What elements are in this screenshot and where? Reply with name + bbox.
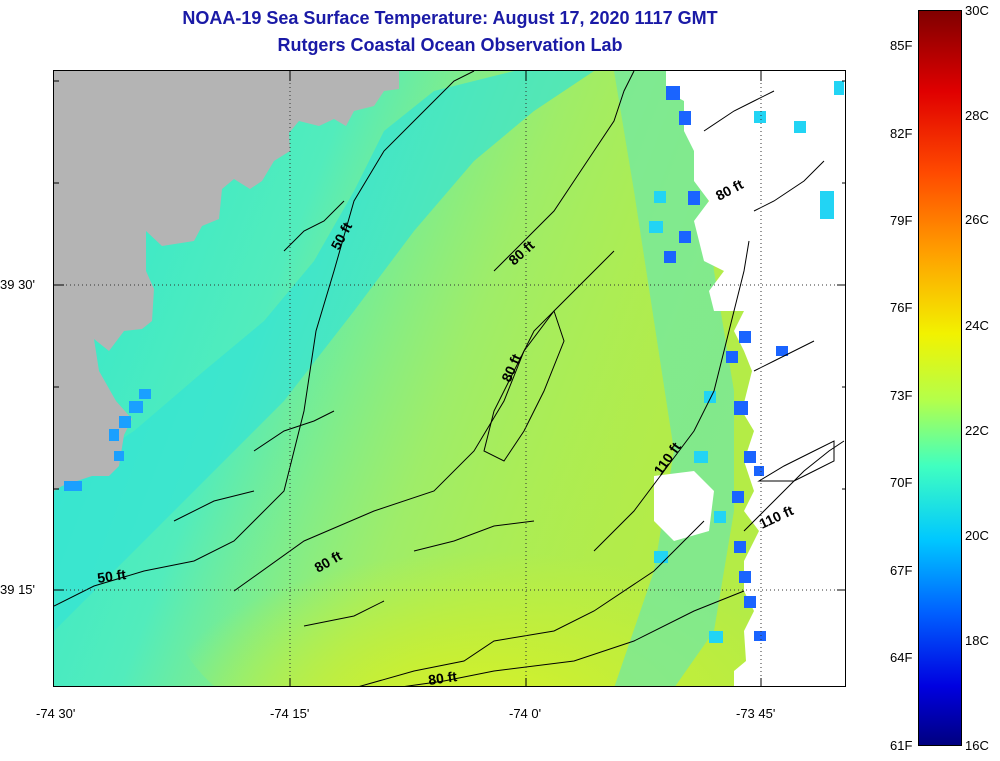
temperature-colorbar — [918, 10, 962, 746]
lon-label: -74 30' — [36, 706, 76, 721]
lon-label: -73 45' — [736, 706, 776, 721]
colorbar-f-label: 61F — [890, 738, 913, 753]
colorbar-f-label: 64F — [890, 650, 913, 665]
contour-80ft-ridge — [483, 310, 565, 462]
colorbar-f-label: 70F — [890, 475, 913, 490]
cloud-mask — [666, 71, 845, 686]
tick-marks — [54, 71, 845, 686]
colorbar-f-label: 67F — [890, 563, 913, 578]
colorbar-c-label: 26C — [965, 212, 989, 227]
colorbar-c-label: 20C — [965, 528, 989, 543]
map-subtitle: Rutgers Coastal Ocean Observation Lab — [277, 35, 623, 55]
depth-contours — [54, 71, 845, 686]
colorbar-f-label: 73F — [890, 388, 913, 403]
colorbar-c-label: 24C — [965, 318, 989, 333]
coastal-cool-pixels — [64, 389, 151, 491]
colorbar-c-label: 18C — [965, 633, 989, 648]
lat-label: 39 30' — [0, 277, 36, 292]
colorbar-c-label: 30C — [965, 3, 989, 18]
contour-110ft — [593, 240, 750, 552]
contour-80ft-south — [359, 520, 705, 686]
colorbar-f-label: 79F — [890, 213, 913, 228]
colorbar-c-label: 28C — [965, 108, 989, 123]
colorbar-f-label: 85F — [890, 38, 913, 53]
warm-water-patch — [174, 461, 774, 686]
sst-map: 50 ft 50 ft 80 ft 80 ft 80 ft 80 ft 80 f… — [53, 70, 846, 687]
cloud-edge-cyan-pixels — [649, 81, 844, 643]
cloud-edge-pixels — [664, 86, 788, 641]
contour-50ft — [54, 71, 475, 607]
contour-south-rim — [404, 590, 745, 686]
contour-label: 50 ft — [96, 566, 127, 586]
graticule — [54, 71, 845, 686]
colorbar-gradient — [919, 11, 961, 745]
cloud-mask-patch — [654, 471, 714, 541]
contour-80ft-middle — [233, 250, 615, 592]
contour-label: 80 ft — [427, 668, 458, 687]
map-title: NOAA-19 Sea Surface Temperature: August … — [182, 8, 718, 28]
colorbar-c-label: 22C — [965, 423, 989, 438]
lat-label: 39 15' — [0, 582, 36, 597]
colorbar-f-label: 76F — [890, 300, 913, 315]
cool-coastal-band — [54, 71, 594, 631]
lon-label: -74 15' — [270, 706, 310, 721]
contour-80ft-inner — [493, 71, 635, 272]
colorbar-c-label: 16C — [965, 738, 989, 753]
lon-label: -74 0' — [509, 706, 542, 721]
land-mass — [54, 71, 399, 491]
colorbar-f-label: 82F — [890, 126, 913, 141]
